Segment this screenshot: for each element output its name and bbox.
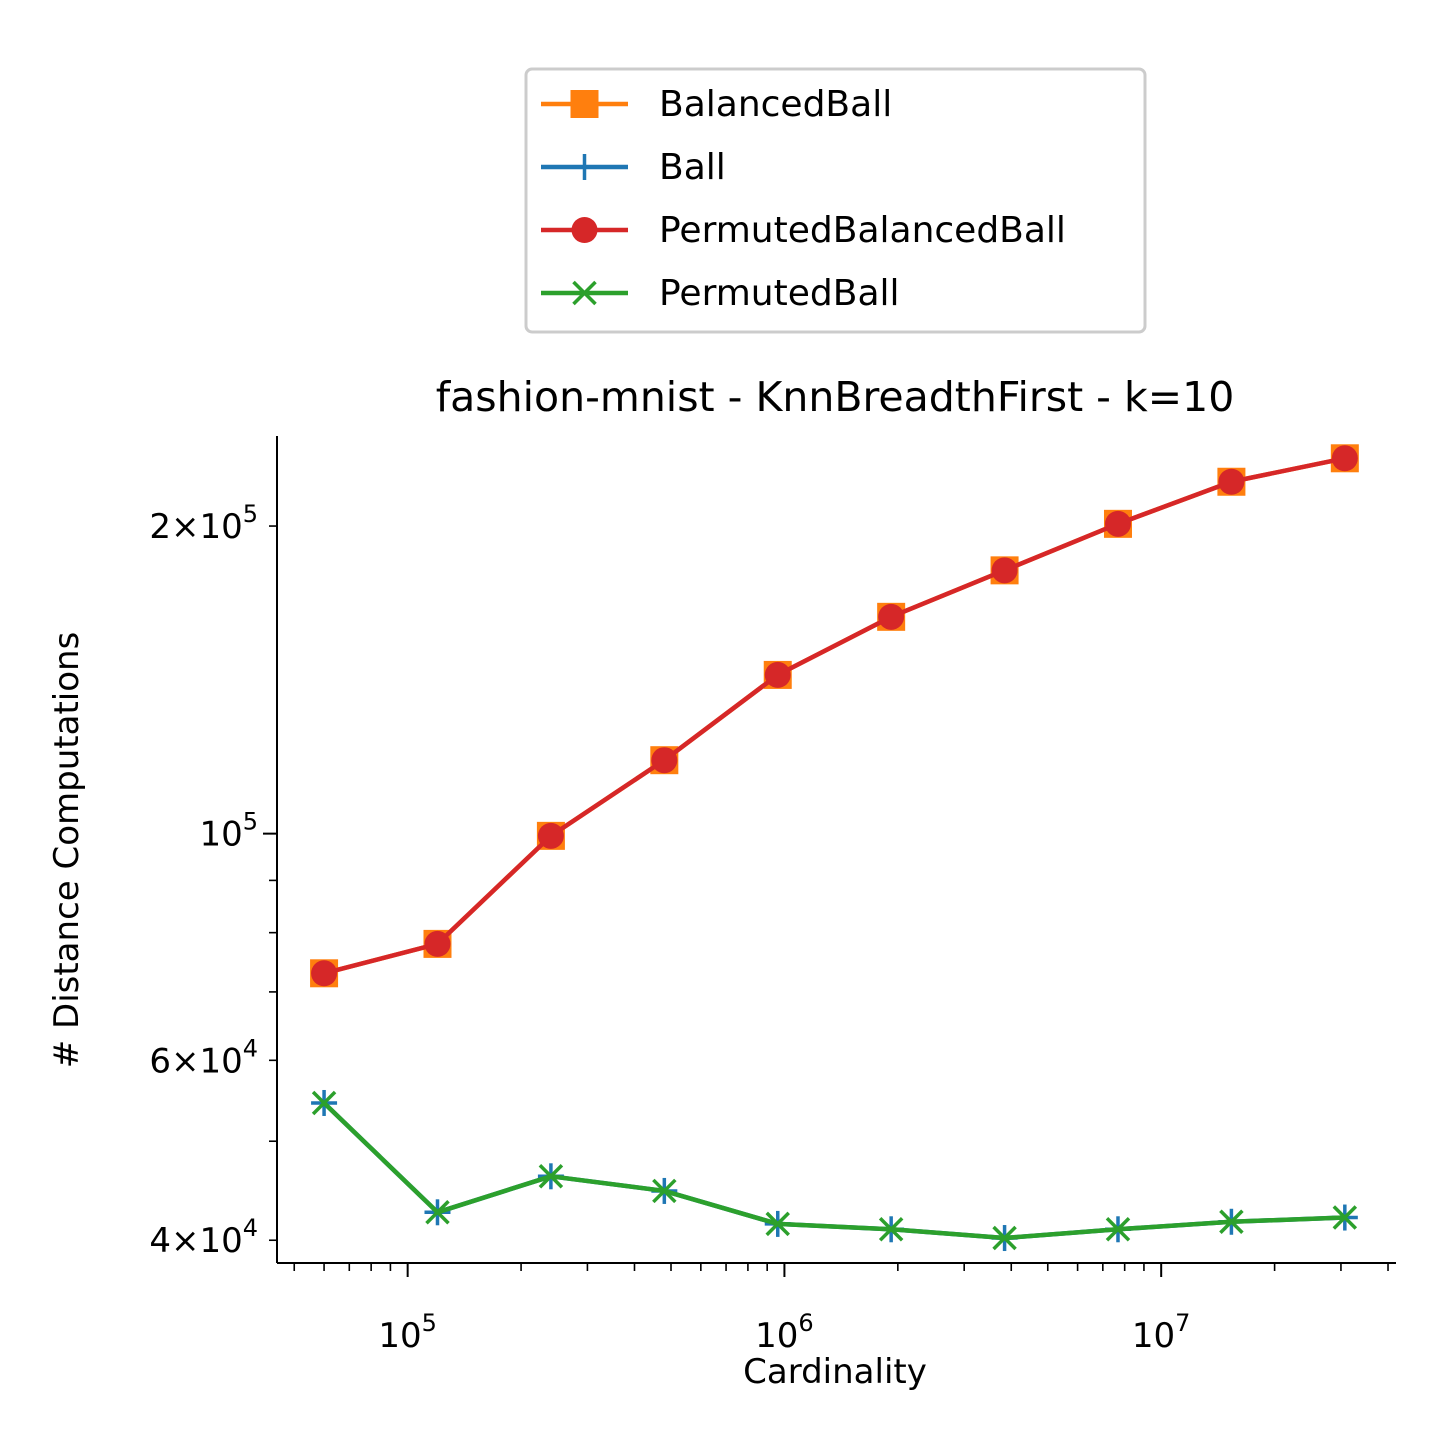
plot-area: [310, 444, 1359, 1252]
legend: BalancedBall Ball PermutedBalancedBall Perm…: [524, 67, 1147, 334]
data-point: [991, 557, 1018, 584]
data-point: [1105, 1217, 1131, 1242]
series-PermutedBalancedBall: [311, 445, 1358, 987]
tick-exponent: 4: [243, 1214, 258, 1242]
tick-mantissa: 2×: [149, 507, 199, 547]
tick-mantissa: 4×: [149, 1221, 199, 1261]
data-point: [764, 661, 791, 688]
data-point: [652, 1178, 677, 1204]
legend-marker: [570, 90, 599, 118]
series-line: [322, 1101, 1345, 1241]
chart-title: fashion-mnist - KnnBreadthFirst - k=10: [436, 373, 1235, 421]
x-tick-label: 107: [1132, 1309, 1191, 1356]
data-point: [537, 822, 564, 849]
marker-x-b: [1105, 1217, 1131, 1242]
y-tick-label: 6×104: [149, 1034, 258, 1081]
marker-x-b: [1332, 1205, 1358, 1230]
tick-base: 10: [755, 1316, 798, 1356]
data-point: [1218, 468, 1245, 495]
data-point: [311, 960, 338, 987]
x-axis-label: Cardinality: [743, 1352, 927, 1392]
legend-entry: Ball: [541, 147, 726, 188]
x-tick-label: 105: [378, 1309, 437, 1356]
legend-label: BalancedBall: [659, 84, 892, 125]
data-point: [424, 930, 451, 957]
data-point: [311, 1090, 337, 1116]
data-point: [992, 1225, 1017, 1251]
x-tick-label: 106: [755, 1309, 814, 1356]
tick-exponent: 5: [243, 500, 258, 528]
marker-x-b: [311, 1090, 337, 1116]
y-tick-label: 2×105: [149, 500, 258, 547]
tick-exponent: 4: [243, 1034, 258, 1062]
marker-x-b: [652, 1178, 677, 1204]
legend-label: PermutedBalancedBall: [659, 210, 1066, 251]
data-point: [538, 1164, 564, 1189]
tick-base: 10: [199, 1041, 242, 1081]
marker-x-b: [765, 1211, 790, 1237]
legend-marker: [571, 154, 598, 180]
data-point: [1331, 445, 1358, 472]
legend-entry: PermutedBall: [541, 273, 900, 314]
legend-label: PermutedBall: [659, 273, 900, 314]
data-point: [1332, 1205, 1358, 1230]
series-PermutedBall: [311, 1090, 1358, 1251]
marker-x-b: [572, 280, 597, 306]
series-line: [323, 456, 1346, 976]
tick-mantissa: 6×: [149, 1041, 199, 1081]
legend-marker: [571, 217, 598, 243]
y-axis-label: # Distance Computations: [47, 632, 87, 1069]
data-point: [1104, 510, 1131, 537]
tick-base: 10: [378, 1316, 421, 1356]
tick-exponent: 5: [422, 1309, 437, 1337]
tick-base: 10: [1132, 1316, 1175, 1356]
marker-x-b: [425, 1200, 450, 1225]
data-point: [651, 747, 678, 774]
y-tick-label: 4×104: [149, 1214, 258, 1261]
data-point: [1219, 1209, 1244, 1235]
marker-x-b: [538, 1164, 564, 1189]
tick-base: 10: [199, 1221, 242, 1261]
tick-exponent: 7: [1175, 1309, 1190, 1337]
series-BalancedBall: [310, 444, 1359, 988]
legend-entry: BalancedBall: [541, 84, 892, 125]
marker-x-b: [992, 1225, 1017, 1251]
data-point: [425, 1200, 450, 1225]
tick-exponent: 5: [243, 808, 258, 836]
series-line: [323, 456, 1346, 976]
legend-box: [524, 67, 1147, 334]
data-point: [878, 603, 905, 630]
marker-x-b: [878, 1217, 904, 1242]
data-point: [878, 1217, 904, 1242]
legend-label: Ball: [659, 147, 726, 188]
tick-base: 10: [199, 815, 242, 855]
tick-exponent: 6: [798, 1309, 813, 1337]
legend-entry: PermutedBalancedBall: [541, 210, 1066, 251]
legend-marker: [572, 280, 597, 306]
tick-base: 10: [199, 507, 242, 547]
y-tick-label: 105: [199, 808, 258, 855]
data-point: [765, 1211, 790, 1237]
series-line: [322, 1101, 1345, 1241]
marker-x-b: [1219, 1209, 1244, 1235]
